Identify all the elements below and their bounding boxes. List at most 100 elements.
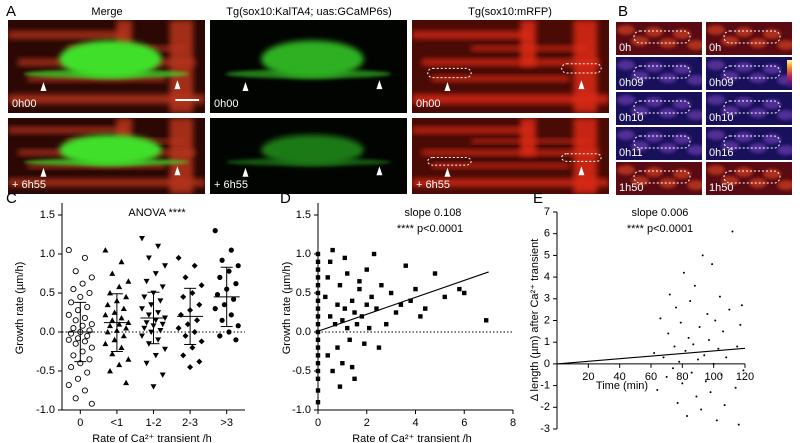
signal — [659, 108, 677, 118]
x-tick-label: >3 — [220, 417, 233, 429]
point — [212, 228, 218, 234]
green-process — [23, 69, 190, 79]
arrowhead — [242, 81, 249, 91]
arrowhead — [242, 167, 249, 177]
point — [125, 278, 132, 284]
outline — [633, 100, 691, 114]
y-tick-label: 6 — [544, 228, 550, 240]
green-cell — [261, 134, 364, 166]
micrograph — [616, 162, 702, 195]
red-streak — [520, 20, 537, 67]
point — [706, 312, 709, 315]
signal — [687, 40, 702, 50]
signal — [749, 178, 767, 188]
time-label: 0h09 — [709, 77, 733, 89]
point — [707, 339, 710, 342]
point — [65, 336, 72, 343]
signal — [617, 130, 635, 140]
point — [102, 340, 109, 347]
x-tick-label: 0 — [315, 417, 321, 429]
point — [123, 379, 130, 386]
outline — [633, 135, 691, 149]
signal — [659, 178, 677, 188]
point — [120, 305, 127, 311]
point — [720, 373, 723, 376]
point — [139, 306, 145, 312]
point — [118, 344, 125, 350]
point — [143, 278, 150, 285]
x-tick-label: 120 — [736, 371, 754, 383]
arrowhead — [578, 166, 585, 176]
point — [442, 294, 447, 300]
signal — [659, 143, 677, 153]
point — [84, 303, 91, 311]
point — [315, 314, 321, 319]
point — [335, 345, 340, 350]
point — [667, 332, 670, 335]
point — [104, 329, 111, 335]
micrograph — [8, 118, 205, 194]
outline — [723, 30, 781, 44]
point — [315, 283, 321, 288]
point — [159, 321, 166, 328]
time-label: 0h00 — [12, 98, 36, 110]
red-streak — [27, 163, 166, 169]
point — [152, 271, 159, 277]
point — [162, 263, 168, 269]
point — [736, 345, 739, 348]
point — [352, 376, 357, 381]
point — [340, 361, 345, 366]
point — [704, 380, 707, 383]
signal — [735, 132, 753, 142]
point — [107, 290, 113, 296]
point — [88, 321, 95, 328]
y-tick-label: -1 — [540, 380, 550, 392]
point — [418, 314, 423, 319]
red-streak — [412, 31, 531, 39]
point — [315, 353, 321, 358]
point — [70, 286, 77, 293]
point — [81, 314, 88, 322]
point — [376, 345, 382, 350]
time-label: 0h10 — [709, 112, 733, 124]
point — [315, 329, 321, 335]
point — [325, 275, 330, 280]
point — [398, 302, 404, 307]
point — [379, 283, 384, 288]
point — [315, 368, 321, 374]
signal — [707, 60, 725, 70]
column-title: Tg(sox10:KalTA4; uas:GCaMP6s) — [226, 6, 391, 18]
point — [330, 247, 335, 253]
red-streak — [421, 149, 600, 156]
point — [226, 329, 232, 335]
point — [315, 400, 321, 405]
point — [335, 302, 340, 307]
x-tick-label: 2-3 — [182, 417, 198, 429]
point — [413, 286, 418, 292]
point — [315, 251, 321, 257]
annotation: slope 0.108 — [405, 207, 462, 219]
panel-letter: C — [6, 190, 17, 207]
point — [182, 332, 189, 339]
point — [681, 382, 684, 385]
point — [659, 317, 662, 320]
green-cell — [59, 40, 162, 78]
signal — [617, 165, 635, 175]
point — [88, 274, 95, 281]
point — [393, 310, 399, 315]
point — [235, 263, 241, 269]
point — [152, 353, 159, 359]
point — [656, 388, 659, 391]
y-axis-label: Growth rate (µm/h) — [14, 262, 26, 355]
point — [327, 259, 333, 264]
point — [81, 338, 88, 345]
point — [116, 361, 123, 368]
x-tick-label: 1-2 — [146, 417, 162, 429]
signal — [707, 25, 725, 35]
point — [323, 294, 328, 300]
point — [662, 356, 665, 359]
time-label: 0h10 — [619, 112, 643, 124]
time-label: 0h00 — [214, 98, 238, 110]
point — [68, 299, 75, 306]
point — [342, 255, 348, 261]
